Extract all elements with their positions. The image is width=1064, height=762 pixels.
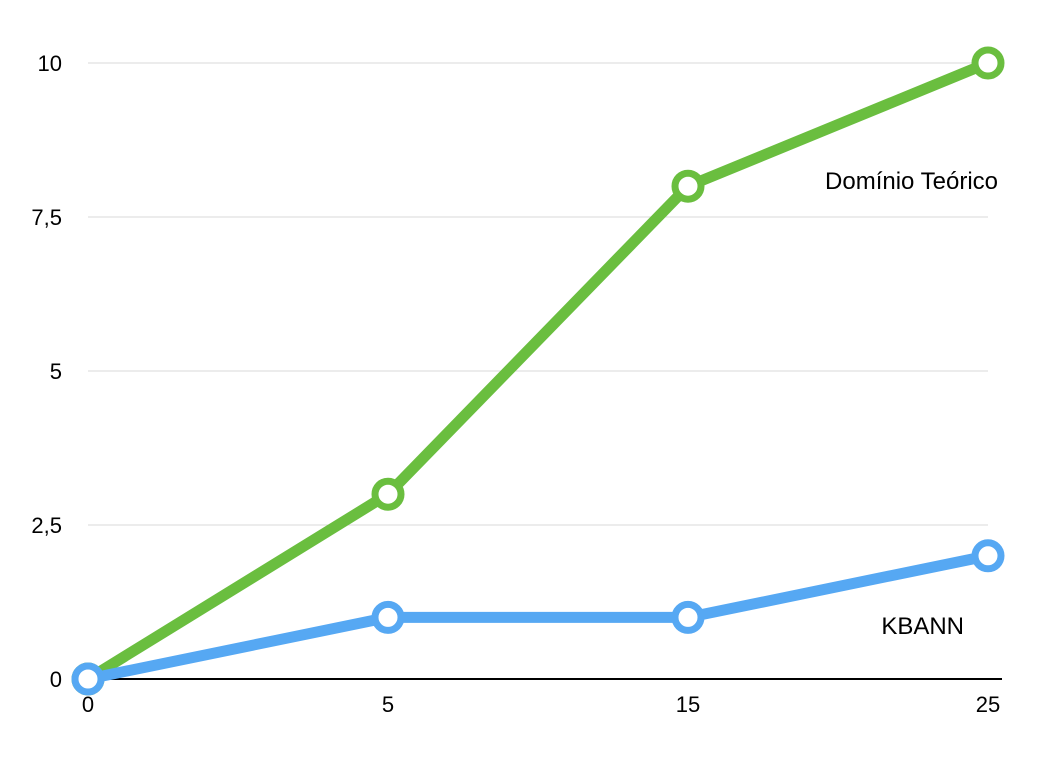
gridlines: [88, 62, 988, 526]
y-tick-label: 2,5: [31, 513, 62, 538]
y-tick-label: 10: [38, 51, 62, 76]
data-point: [71, 662, 105, 696]
y-axis-tick-labels: 0 2,5 5 7,5 10: [31, 51, 62, 692]
series-1: [71, 539, 1005, 696]
x-tick-label: 15: [676, 692, 700, 717]
series-label: KBANN: [881, 613, 964, 640]
series-line: [82, 550, 994, 685]
x-tick-label: 25: [976, 692, 1000, 717]
x-axis-tick-labels: 0 5 15 25: [82, 692, 1000, 717]
series-line: [82, 57, 994, 685]
series-labels: Domínio Teórico KBANN: [825, 168, 998, 640]
series-label: Domínio Teórico: [825, 168, 998, 195]
data-point: [971, 539, 1005, 573]
y-tick-label: 0: [50, 667, 62, 692]
x-tick-label: 5: [382, 692, 394, 717]
data-point: [671, 600, 705, 634]
y-tick-label: 7,5: [31, 205, 62, 230]
x-tick-label: 0: [82, 692, 94, 717]
series-lines: [71, 46, 1005, 696]
data-point: [971, 46, 1005, 80]
series-0: [71, 46, 1005, 696]
data-point: [371, 600, 405, 634]
data-point: [371, 477, 405, 511]
data-point: [671, 169, 705, 203]
y-tick-label: 5: [50, 359, 62, 384]
